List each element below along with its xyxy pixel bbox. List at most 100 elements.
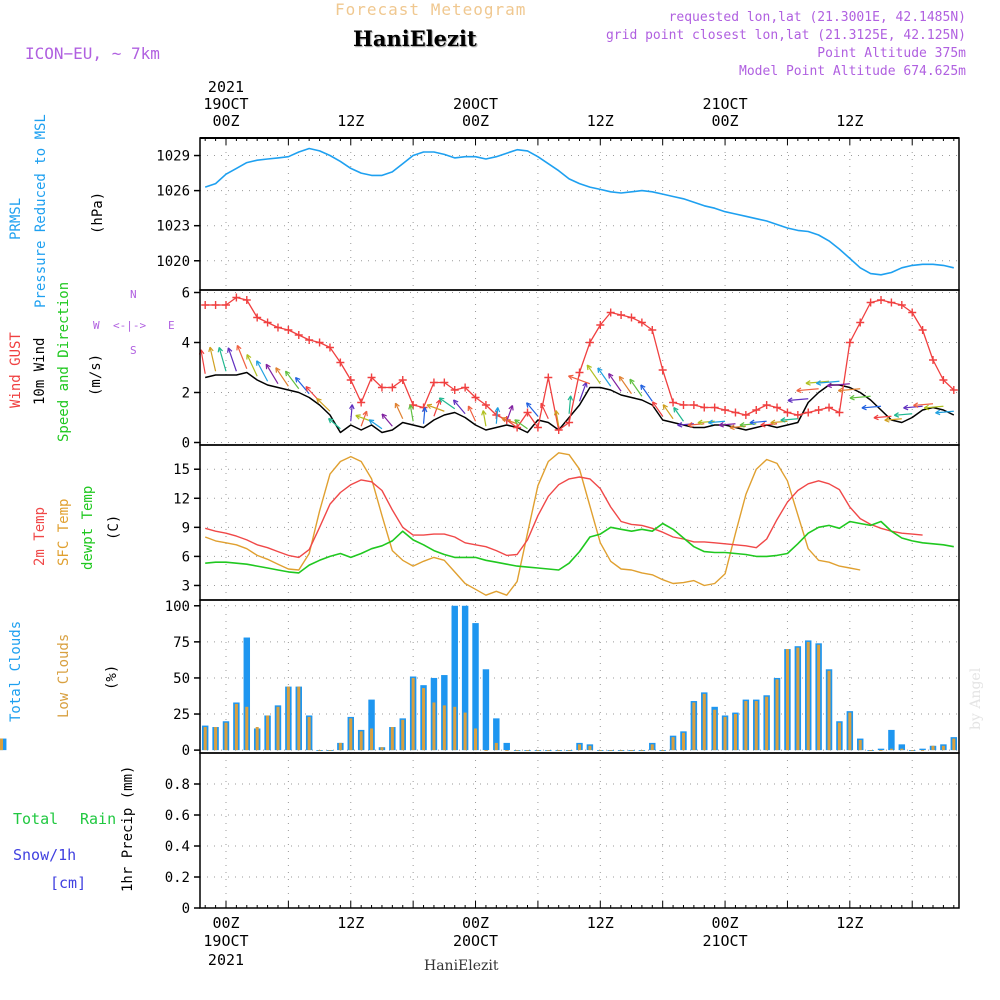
total-cloud-bar <box>493 718 500 751</box>
wind-arrow-shaft <box>236 345 248 369</box>
low-cloud-bar <box>453 706 457 751</box>
low-cloud-bar <box>869 750 873 751</box>
wind-arrow-head <box>923 404 930 411</box>
low-cloud-bar <box>609 750 613 751</box>
wind-arrow <box>708 419 726 426</box>
total-cloud-bar <box>503 742 510 751</box>
low-cloud-bar <box>484 750 488 751</box>
gust-marker <box>242 296 251 304</box>
low-cloud-bar <box>0 738 3 751</box>
wind-arrow-shaft <box>861 405 882 409</box>
wind-arrow-shaft <box>426 404 445 412</box>
gust-marker <box>221 301 230 309</box>
wind-arrow-head <box>787 397 793 403</box>
total-cloud-bar <box>368 699 375 751</box>
wind-arrow <box>208 346 217 372</box>
wind-arrow-shaft <box>677 423 694 426</box>
wind-arrow-shaft <box>884 418 902 421</box>
year-label-bottom: 2021 <box>208 951 244 969</box>
gust-marker <box>949 386 958 394</box>
wind-arrow-shaft <box>422 407 426 424</box>
wind-arrow <box>578 382 588 402</box>
wind-arrow-head <box>540 402 546 409</box>
pressure-line <box>204 147 954 276</box>
wind-arrow-head <box>426 403 433 410</box>
wind-arrow-shaft <box>285 370 300 390</box>
y-tick-label: 0 <box>182 436 190 452</box>
low-cloud-bar <box>463 712 467 751</box>
wind-arrow <box>597 367 612 387</box>
low-cloud-bar <box>370 728 374 751</box>
wind-arrow-head <box>553 410 560 416</box>
low-cloud-bar <box>931 745 935 751</box>
station-name: HaniElezit <box>353 26 477 51</box>
wind-arrow <box>394 402 404 420</box>
y-tick-label: 1023 <box>156 219 190 235</box>
wind-arrow-shaft <box>913 403 934 407</box>
wind-arrow-head <box>349 404 355 410</box>
gust-marker <box>429 378 438 387</box>
wind-arrow-head <box>697 419 703 426</box>
wind-arrow-head <box>568 374 574 381</box>
gust-marker <box>294 331 303 339</box>
gust-marker <box>877 296 886 304</box>
wind-arrow <box>749 419 767 426</box>
low-cloud-bar <box>910 750 914 751</box>
low-cloud-bar <box>380 747 384 751</box>
gust-marker <box>367 373 376 382</box>
total-cloud-bar <box>472 623 479 751</box>
gust-marker <box>554 426 563 434</box>
gust-marker <box>305 336 314 344</box>
gust-marker <box>450 386 459 394</box>
date-label-bottom: 21OCT <box>702 932 747 950</box>
wind-arrow <box>381 413 393 427</box>
wind-arrow-shaft <box>838 388 861 392</box>
wind-arrow <box>568 374 591 385</box>
wind-arrow-head <box>408 404 414 410</box>
gust-marker <box>887 298 896 307</box>
panel-frame <box>199 599 960 754</box>
wind-arrow-head <box>227 347 233 353</box>
wind-arrow-shaft <box>629 378 643 397</box>
time-label-top: 12Z <box>337 112 364 130</box>
wind-arrow-head <box>760 422 766 428</box>
gust-marker <box>648 326 657 334</box>
wind-arrow-head <box>305 386 311 392</box>
gust-marker <box>669 398 678 407</box>
time-label-bottom: 00Z <box>462 914 489 932</box>
wind-arrow-shaft <box>453 399 466 415</box>
low-cloud-bar <box>817 644 821 751</box>
gust-marker <box>762 401 771 409</box>
wind-arrow-head <box>796 387 802 394</box>
gust-marker <box>741 411 750 419</box>
gust-marker <box>377 383 386 392</box>
wind-arrow-head <box>739 422 745 428</box>
wind-arrow-shaft <box>586 364 601 385</box>
low-cloud-bar <box>858 740 862 751</box>
gust-marker <box>752 406 761 414</box>
y-tick-label: 15 <box>173 462 190 478</box>
date-label-top: 19OCT <box>203 95 248 113</box>
wind-arrow-shaft <box>652 401 664 417</box>
low-cloud-bar <box>276 706 280 751</box>
wind-arrow-shaft <box>796 388 819 392</box>
low-cloud-bar <box>318 750 322 751</box>
y-tick-label: 12 <box>173 491 190 507</box>
wind-arrow <box>826 382 850 389</box>
low-cloud-bar <box>598 750 602 751</box>
wind-arrow-head <box>805 380 811 386</box>
wind-arrow <box>368 419 383 430</box>
low-cloud-bar <box>765 696 769 751</box>
wind-arrow-shaft <box>256 360 269 382</box>
low-cloud-bar <box>401 719 405 751</box>
wind-arrow <box>275 367 289 387</box>
wind-arrow-head <box>452 399 459 405</box>
wind-arrow-head <box>651 401 658 407</box>
low-cloud-bar <box>297 686 301 751</box>
low-cloud-bar <box>692 702 696 751</box>
y-tick-label: 50 <box>173 671 190 687</box>
low-cloud-bar <box>921 750 925 751</box>
gust-marker <box>679 401 688 409</box>
wind-arrow-head <box>913 402 919 408</box>
low-cloud-bar <box>224 722 228 751</box>
